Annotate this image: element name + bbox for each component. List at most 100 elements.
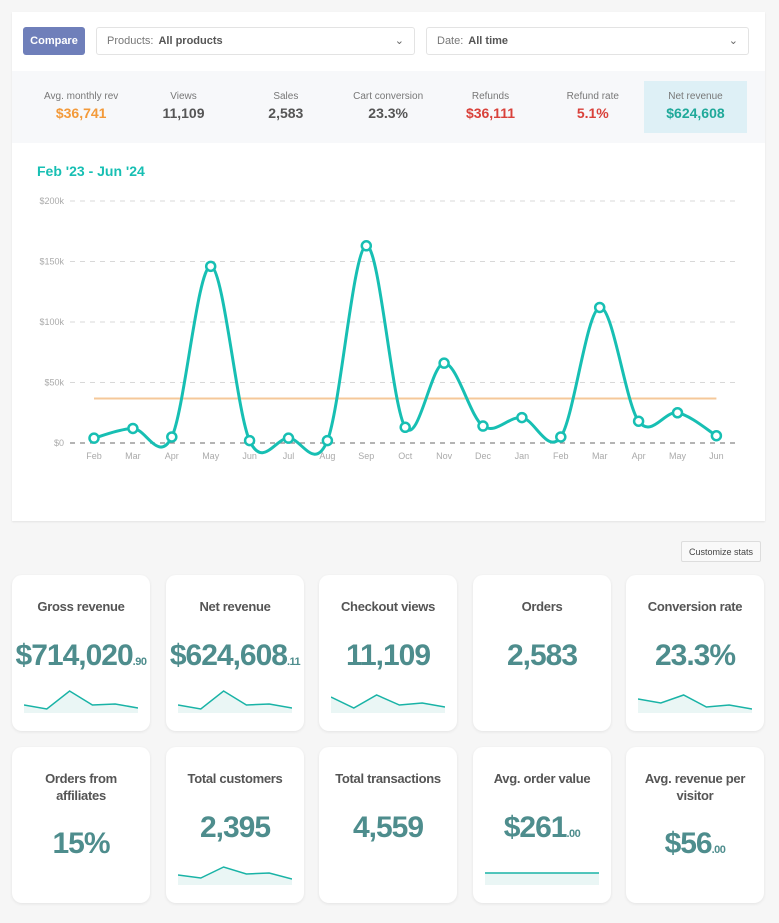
card-title: Net revenue <box>199 599 271 614</box>
data-point <box>360 240 373 252</box>
data-point <box>555 431 567 443</box>
chart-title: Feb '23 - Jun '24 <box>37 163 145 179</box>
chevron-down-icon: ⌄ <box>394 35 404 47</box>
stat-label: Cart conversion <box>353 91 424 102</box>
card-title: Orders from affiliates <box>45 771 117 803</box>
x-tick-label: Jul <box>283 451 295 461</box>
y-tick-label: $200k <box>39 196 64 206</box>
stat-label: Sales <box>273 91 299 102</box>
stat-sales: Sales 2,583 <box>235 81 337 133</box>
card-value: $261.00 <box>503 811 581 844</box>
data-point <box>166 431 178 443</box>
stat-label: Net revenue <box>668 91 723 102</box>
x-tick-label: Jan <box>515 451 530 461</box>
card-value: 11,109 <box>345 639 431 672</box>
overview-panel: Compare Products: All products ⌄ Date: All… <box>12 12 765 521</box>
stat-card-avg-order-value[interactable]: Avg. order value $261.00 <box>473 747 611 903</box>
x-tick-label: Nov <box>436 451 453 461</box>
data-point <box>282 432 295 444</box>
stat-card-conversion-rate[interactable]: Conversion rate 23.3% <box>626 575 764 731</box>
products-label: Products: <box>107 35 154 47</box>
x-tick-label: Oct <box>398 451 413 461</box>
stat-value: $36,741 <box>55 105 107 121</box>
stat-value: 5.1% <box>576 105 609 121</box>
x-tick-label: Dec <box>475 451 492 461</box>
customize-stats-button[interactable]: Customize stats <box>681 541 762 562</box>
x-tick-label: Aug <box>319 451 335 461</box>
stat-value: 11,109 <box>162 105 205 121</box>
card-value: $714,020.90 <box>15 639 147 672</box>
date-value: All time <box>468 35 509 47</box>
card-value: 2,395 <box>199 811 271 844</box>
card-value: 2,583 <box>506 639 578 672</box>
products-value: All products <box>158 35 223 47</box>
products-select[interactable]: Products: All products ⌄ <box>96 27 415 55</box>
x-tick-label: May <box>669 451 687 461</box>
data-point <box>477 420 489 432</box>
data-point <box>88 432 100 444</box>
sparkline <box>178 866 292 885</box>
y-tick-label: $100k <box>39 317 64 327</box>
stat-card-avg-revenue-per-visitor[interactable]: Avg. revenue per visitor $56.00 <box>626 747 764 903</box>
data-point <box>399 421 411 434</box>
card-value: 4,559 <box>352 811 424 844</box>
data-point <box>438 357 450 369</box>
stat-value: 2,583 <box>268 105 304 121</box>
card-value: 23.3% <box>654 639 736 672</box>
stat-card-checkout-views[interactable]: Checkout views 11,109 <box>319 575 457 731</box>
stat-avg-monthly-rev: Avg. monthly rev $36,741 <box>30 81 132 133</box>
y-tick-label: $50k <box>44 378 64 388</box>
stat-cart-conversion: Cart conversion 23.3% <box>337 81 439 133</box>
data-point <box>516 411 528 424</box>
stat-refund-rate: Refund rate 5.1% <box>542 81 644 133</box>
x-tick-label: Mar <box>125 451 141 461</box>
chevron-down-icon: ⌄ <box>728 35 738 47</box>
stats-bar: Avg. monthly rev $36,741 Views 11,109 Sales 2… <box>12 71 765 143</box>
stat-card-orders[interactable]: Orders 2,583 <box>473 575 611 731</box>
date-select[interactable]: Date: All time ⌄ <box>426 27 749 55</box>
stat-card-total-customers[interactable]: Total customers 2,395 <box>166 747 304 903</box>
card-value: $56.00 <box>664 827 726 860</box>
stat-value: $36,111 <box>465 105 515 121</box>
x-tick-label: May <box>202 451 220 461</box>
x-tick-label: Apr <box>165 451 179 461</box>
card-title: Conversion rate <box>647 599 743 614</box>
stat-label: Avg. monthly rev <box>44 91 119 102</box>
x-tick-label: Jun <box>709 451 724 461</box>
stat-card-gross-revenue[interactable]: Gross revenue $714,020.90 <box>12 575 150 731</box>
data-point <box>321 434 334 447</box>
data-point <box>632 415 645 427</box>
data-point <box>243 434 256 447</box>
x-tick-label: Feb <box>553 451 569 461</box>
card-title: Total transactions <box>335 771 441 786</box>
card-title: Avg. revenue per visitor <box>644 771 746 803</box>
y-tick-label: $0 <box>54 438 64 448</box>
data-point <box>127 422 139 435</box>
sparkline <box>485 872 599 885</box>
data-point <box>593 301 606 314</box>
sparkline <box>178 690 292 713</box>
sparkline <box>638 694 752 713</box>
stat-value: 23.3% <box>368 105 408 121</box>
revenue-line-chart: $0 $50k $100k $150k $200k Feb Mar Apr May Jun Jul A… <box>39 196 737 461</box>
stat-label: Refund rate <box>566 91 619 102</box>
sparkline <box>331 694 445 713</box>
stat-label: Views <box>170 91 197 102</box>
card-title: Checkout views <box>340 599 436 614</box>
data-point <box>710 429 723 442</box>
card-title: Orders <box>521 599 563 614</box>
stat-card-orders-from-affiliates[interactable]: Orders from affiliates 15% <box>12 747 150 903</box>
card-value: $624,608.11 <box>169 639 301 672</box>
x-tick-label: Sep <box>358 451 374 461</box>
sparkline <box>24 690 138 713</box>
x-tick-label: Feb <box>86 451 102 461</box>
stat-card-total-transactions[interactable]: Total transactions 4,559 <box>319 747 457 903</box>
compare-button[interactable]: Compare <box>23 27 85 55</box>
card-title: Total customers <box>187 771 283 786</box>
x-tick-label: Mar <box>592 451 608 461</box>
stat-card-net-revenue[interactable]: Net revenue $624,608.11 <box>166 575 304 731</box>
card-title: Avg. order value <box>493 771 591 786</box>
stat-net-revenue: Net revenue $624,608 <box>643 81 747 133</box>
stat-refunds: Refunds $36,111 <box>439 81 541 133</box>
data-point <box>671 407 684 419</box>
